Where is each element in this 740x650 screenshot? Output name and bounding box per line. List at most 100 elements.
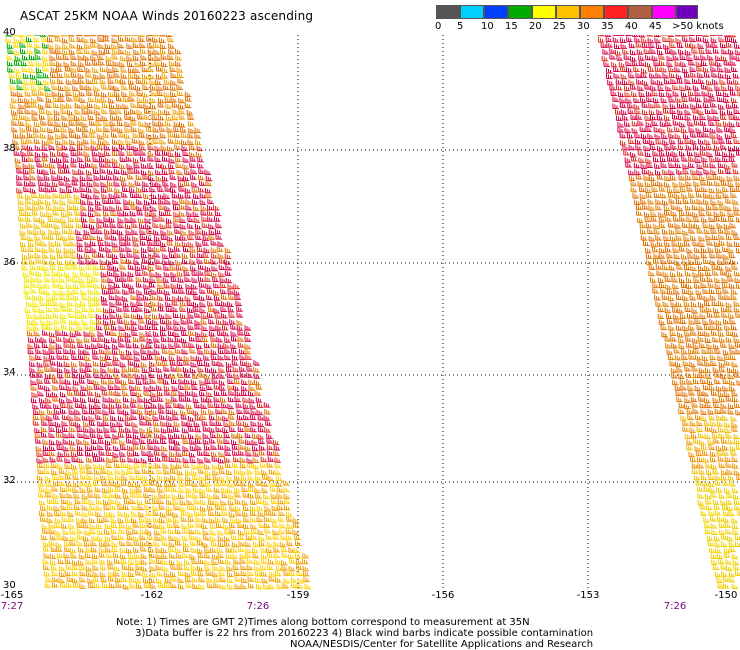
wind-barb xyxy=(69,240,77,247)
wind-barb xyxy=(79,367,87,373)
wind-barb xyxy=(130,120,138,126)
wind-barb xyxy=(210,342,218,348)
wind-barb xyxy=(171,390,178,397)
wind-barb xyxy=(718,522,726,528)
wind-barb xyxy=(211,463,219,470)
wind-barb xyxy=(189,144,196,150)
wind-barb xyxy=(54,240,62,247)
wind-barb xyxy=(694,385,702,392)
wind-barb xyxy=(225,559,232,565)
wind-barb xyxy=(191,463,198,470)
wind-barb xyxy=(155,271,163,278)
wind-barb xyxy=(102,409,109,416)
wind-barb xyxy=(15,163,23,170)
wind-barb xyxy=(95,499,103,505)
wind-barb xyxy=(157,396,164,402)
wind-barb xyxy=(89,132,96,138)
wind-barb xyxy=(658,282,666,289)
wind-barb xyxy=(65,481,73,487)
wind-barb xyxy=(188,451,196,458)
wind-barb xyxy=(211,451,218,457)
wind-barb xyxy=(718,240,726,246)
wind-barb xyxy=(201,325,208,331)
wind-barb xyxy=(721,306,728,313)
wind-barb xyxy=(698,48,706,55)
wind-barb xyxy=(79,271,87,277)
wind-barb xyxy=(681,35,689,37)
wind-barb xyxy=(207,204,214,211)
wind-barb xyxy=(142,84,149,91)
wind-barb xyxy=(294,534,301,541)
wind-barb xyxy=(697,132,704,138)
wind-barb xyxy=(85,361,93,368)
wind-barb xyxy=(76,337,84,344)
wind-barb xyxy=(667,35,674,38)
wind-barb xyxy=(76,426,84,433)
wind-barb xyxy=(283,498,291,504)
wind-barb xyxy=(101,102,109,108)
wind-barb xyxy=(650,79,658,85)
wind-barb xyxy=(161,163,168,170)
wind-barb xyxy=(168,163,175,169)
wind-barb xyxy=(684,330,691,337)
wind-barb xyxy=(700,510,707,517)
wind-barb xyxy=(199,379,206,386)
wind-barb xyxy=(39,313,46,320)
wind-barb xyxy=(733,234,740,240)
wind-barb xyxy=(158,492,165,499)
wind-barb xyxy=(178,108,186,115)
wind-barb xyxy=(705,493,712,500)
wind-barb xyxy=(56,552,64,559)
wind-barb xyxy=(64,558,72,564)
legend-swatch-15 xyxy=(508,5,532,19)
wind-barb xyxy=(89,528,97,535)
wind-barb xyxy=(257,421,265,428)
wind-barb xyxy=(216,336,223,343)
wind-barb xyxy=(120,462,128,469)
wind-barb xyxy=(688,90,695,97)
wind-barb xyxy=(138,35,145,37)
wind-barb xyxy=(677,109,684,115)
wind-barb xyxy=(273,450,280,457)
wind-barb xyxy=(6,60,14,67)
wind-barb xyxy=(645,126,652,133)
wind-barb xyxy=(177,277,185,283)
wind-barb xyxy=(115,474,122,481)
wind-barb xyxy=(722,246,729,253)
wind-barb xyxy=(112,60,120,67)
wind-barb xyxy=(46,222,54,228)
wind-barb xyxy=(681,156,688,162)
wind-barb-map xyxy=(5,35,740,590)
wind-barb xyxy=(128,79,135,85)
wind-barb xyxy=(52,480,60,487)
wind-barb xyxy=(68,228,76,235)
wind-barb xyxy=(222,319,230,326)
wind-barb xyxy=(89,325,97,331)
wind-barb xyxy=(639,222,647,229)
wind-barb xyxy=(209,325,216,332)
wind-barb xyxy=(173,216,180,223)
wind-barb xyxy=(714,348,721,354)
wind-barb xyxy=(256,402,264,408)
wind-barb xyxy=(728,252,736,259)
wind-barb xyxy=(74,415,82,421)
wind-barb xyxy=(665,48,672,55)
wind-barb xyxy=(149,558,156,564)
wind-barb xyxy=(641,42,649,48)
wind-barb xyxy=(113,175,120,181)
wind-barb xyxy=(54,421,62,428)
wind-barb xyxy=(641,37,648,44)
wind-barb xyxy=(236,420,243,426)
wind-barb xyxy=(78,265,86,271)
wind-barb xyxy=(160,229,167,236)
wind-barb xyxy=(130,204,138,210)
wind-barb xyxy=(724,126,731,133)
wind-barb xyxy=(44,85,51,92)
wind-barb xyxy=(635,204,643,210)
wind-barb xyxy=(158,109,165,115)
wind-barb xyxy=(62,330,69,337)
wind-barb xyxy=(147,169,155,176)
wind-barb xyxy=(27,228,34,235)
wind-barb xyxy=(154,445,161,451)
wind-barb xyxy=(222,415,229,422)
